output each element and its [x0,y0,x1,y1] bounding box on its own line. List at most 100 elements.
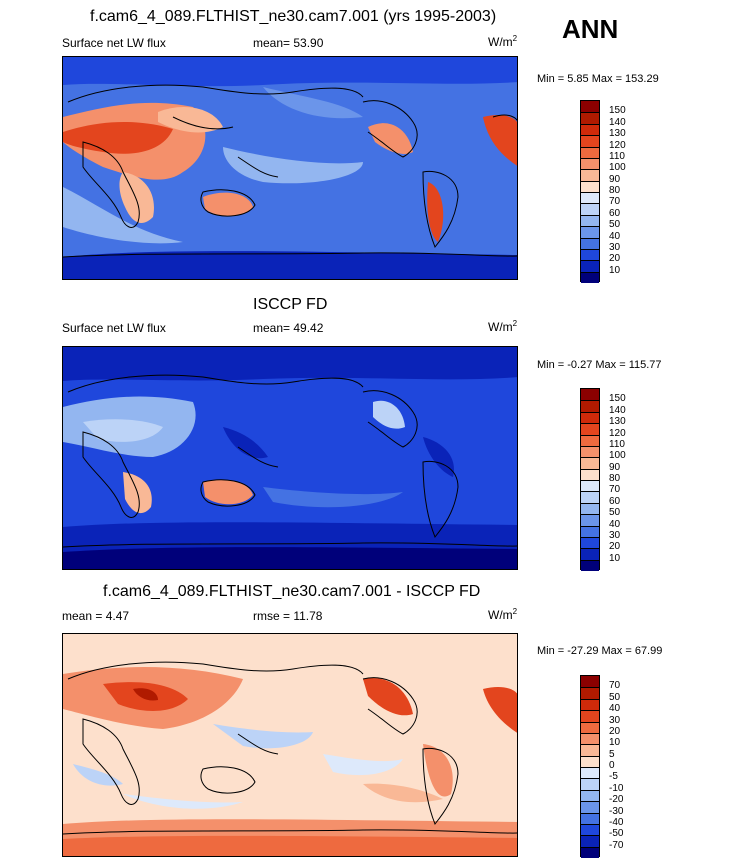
panel3-colorbar-tick-label: 20 [609,725,621,737]
panel3-colorbar-cell [581,676,599,688]
panel3-colorbar-tick-label: -30 [609,805,624,817]
panel3-mean-label: mean = 4.47 [62,609,130,623]
panel1-map [62,56,518,280]
panel2-colorbar-tick-label: 90 [609,461,621,473]
panel3-colorbar-cell [581,767,599,779]
panel1-colorbar-tick-label: 20 [609,253,621,265]
panel2-colorbar-tick-label: 100 [609,450,626,462]
panel3-colorbar-cell [581,744,599,756]
panel1-colorbar-tick-label: 10 [609,264,621,276]
panel1-min-max: Min = 5.85 Max = 153.29 [537,73,659,85]
panel2-colorbar-cell [581,480,599,492]
panel1-colorbar-tick-label: 150 [609,105,626,117]
panel2-mean-label: mean= 49.42 [253,321,324,335]
panel2-colorbar-tick-label: 120 [609,427,626,439]
panel1-colorbar [580,100,600,283]
panel3-colorbar-tick-label: -5 [609,771,618,783]
panel1-colorbar-cell [581,157,599,170]
panel1-variable-label: Surface net LW flux [62,36,166,50]
panel2-map-svg [63,347,517,569]
panel3-colorbar-cell [581,835,599,847]
panel2-colorbar-cell [581,389,599,401]
panel3-colorbar-cell [581,812,599,824]
panel1-colorbar-cell [581,180,599,192]
panel2-colorbar-tick-label: 60 [609,495,621,507]
panel3-colorbar-tick-label: 10 [609,737,621,749]
panel2-colorbar-cell [581,559,599,571]
panel1-colorbar-tick-label: 100 [609,162,626,174]
panel2-colorbar-tick-label: 50 [609,507,621,519]
panel2-min-max: Min = -0.27 Max = 115.77 [537,359,662,371]
panel3-colorbar-cell [581,846,599,858]
panel1-colorbar-tick-label: 140 [609,116,626,128]
panel2-colorbar-tick-label: 140 [609,404,626,416]
panel1-mean-label: mean= 53.90 [253,36,324,50]
panel3-colorbar-cell [581,710,599,722]
panel1-colorbar-tick-label: 30 [609,241,621,253]
panel1-colorbar-cell [581,214,599,227]
panel1-map-svg [63,57,517,279]
panel2-colorbar-cell [581,525,599,537]
panel2-colorbar-cell [581,536,599,549]
panel2-colorbar-cell [581,411,599,424]
panel3-colorbar-tick-label: -50 [609,828,624,840]
panel2-colorbar-tick-label: 20 [609,541,621,553]
panel1-colorbar-tick-label: 90 [609,173,621,185]
panel1-colorbar-cell [581,203,599,215]
panel2-units-label: W/m2 [488,319,518,334]
panel1-colorbar-cell [581,112,599,124]
panel2-colorbar-cell [581,400,599,412]
panel1-colorbar-cell [581,146,599,158]
panel3-colorbar-cell [581,778,599,790]
panel2-colorbar-cell [581,502,599,515]
panel3-colorbar-tick-label: 0 [609,760,615,771]
panel1-colorbar-cell [581,101,599,113]
panel2-colorbar [580,388,600,571]
panel3-colorbar-cell [581,755,599,767]
panel1-colorbar-cell [581,169,599,181]
panel2-colorbar-cell [581,468,599,480]
panel3-colorbar-tick-label: 40 [609,703,621,715]
panel1-colorbar-cell [581,248,599,261]
panel2-colorbar-tick-label: 10 [609,552,621,564]
panel3-colorbar-tick-label: -10 [609,782,624,794]
panel2-colorbar-tick-label: 150 [609,393,626,405]
panel1-colorbar-tick-label: 130 [609,128,626,140]
panel3-colorbar-cell [581,732,599,745]
panel3-colorbar-tick-label: -20 [609,794,624,806]
panel3-colorbar-cell [581,789,599,802]
panel3-colorbar-tick-label: 5 [609,748,615,760]
panel3-colorbar [580,675,600,858]
panel3-colorbar-tick-label: 70 [609,680,621,692]
panel2-colorbar-tick-label: 70 [609,484,621,496]
panel1-units-label: W/m2 [488,34,518,49]
season-label: ANN [562,14,619,44]
panel3-colorbar-tick-label: -70 [609,839,624,851]
panel2-colorbar-cell [581,514,599,526]
panel2-variable-label: Surface net LW flux [62,321,166,335]
panel2-colorbar-cell [581,548,599,560]
panel3-colorbar-tick-label: 30 [609,714,621,726]
panel3-map-svg [63,634,517,856]
panel1-colorbar-cell [581,135,599,147]
panel2-title: ISCCP FD [253,296,328,313]
panel3-colorbar-cell [581,698,599,711]
panel1-colorbar-cell [581,237,599,249]
panel3-map [62,633,518,857]
panel3-colorbar-tick-label: -40 [609,816,624,828]
panel3-units-label: W/m2 [488,607,518,622]
panel1-colorbar-tick-label: 60 [609,207,621,219]
panel3-rmse-label: rmse = 11.78 [253,609,323,623]
panel2-colorbar-cell [581,491,599,503]
panel1-colorbar-tick-label: 70 [609,196,621,208]
panel1-colorbar-cell [581,226,599,238]
panel3-colorbar-cell [581,801,599,813]
panel2-colorbar-cell [581,457,599,469]
page-title: f.cam6_4_089.FLTHIST_ne30.cam7.001 (yrs … [90,8,497,25]
panel3-colorbar-cell [581,823,599,836]
panel2-colorbar-tick-label: 40 [609,518,621,530]
panel1-colorbar-cell [581,192,599,204]
panel2-colorbar-cell [581,445,599,458]
panel3-colorbar-tick-label: 50 [609,691,621,703]
panel3-title: f.cam6_4_089.FLTHIST_ne30.cam7.001 - ISC… [103,583,481,600]
